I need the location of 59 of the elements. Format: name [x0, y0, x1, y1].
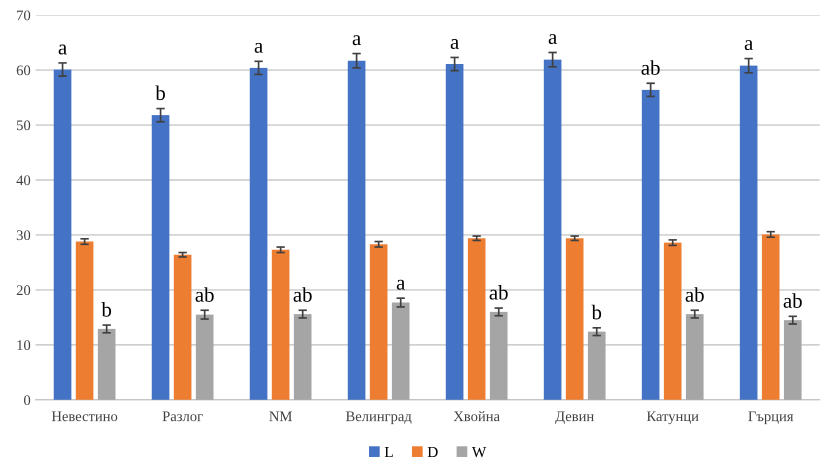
data-label: a: [352, 35, 361, 46]
bar: [272, 250, 290, 400]
bar: [392, 302, 410, 400]
data-label: ab: [294, 287, 312, 302]
data-label: a: [744, 40, 753, 50]
y-tick-label: 60: [16, 65, 30, 76]
bar: [686, 314, 704, 400]
data-label: b: [101, 302, 112, 317]
bar: [54, 70, 72, 400]
data-label: b: [592, 304, 602, 320]
x-tick-label: Велинград: [346, 412, 412, 424]
data-label: b: [155, 85, 165, 100]
x-tick-label: Девин: [555, 412, 594, 424]
bar: [196, 314, 214, 400]
data-label: a: [58, 44, 67, 55]
y-tick-label: 10: [17, 340, 30, 350]
x-tick-label: Катунци: [646, 411, 699, 424]
data-label: ab: [686, 287, 704, 302]
bar: [446, 64, 464, 400]
y-tick-label: 70: [17, 10, 30, 20]
bar: [490, 312, 508, 400]
y-tick-label: 20: [16, 285, 30, 296]
data-label: a: [254, 42, 263, 53]
bar: [370, 244, 388, 400]
bar: [174, 254, 192, 400]
bar: [784, 320, 802, 400]
legend-label: D: [428, 446, 438, 458]
bar: [468, 238, 486, 400]
bar: [664, 242, 682, 400]
bar: [642, 90, 660, 400]
y-tick-label: 30: [16, 230, 30, 240]
y-tick-label: 40: [16, 175, 30, 186]
bar: [250, 68, 268, 400]
bar: [544, 60, 562, 400]
data-label: ab: [196, 287, 214, 302]
data-label: ab: [490, 284, 508, 300]
data-label: ab: [784, 293, 802, 308]
legend-label: W: [472, 446, 486, 458]
bar: [762, 234, 780, 400]
x-tick-label: Хвойна: [454, 411, 500, 422]
bar: [294, 314, 312, 400]
x-tick-label: Гърция: [748, 412, 794, 424]
bar: [588, 332, 606, 400]
bar: [348, 60, 366, 400]
bar: [98, 328, 116, 400]
y-tick-label: 50: [17, 120, 30, 130]
data-label: a: [450, 39, 459, 50]
y-tick-label: 0: [24, 395, 30, 406]
bar: [76, 242, 94, 400]
data-label: a: [396, 280, 406, 290]
data-label: a: [548, 34, 557, 44]
legend-label: L: [384, 446, 393, 457]
bar: [152, 115, 170, 400]
data-label: ab: [642, 60, 660, 75]
bar: [566, 238, 584, 400]
x-tick-label: Разлог: [162, 412, 203, 422]
bar: [740, 66, 758, 400]
x-tick-label: Невестино: [52, 412, 118, 422]
x-tick-label: NM: [269, 412, 292, 422]
